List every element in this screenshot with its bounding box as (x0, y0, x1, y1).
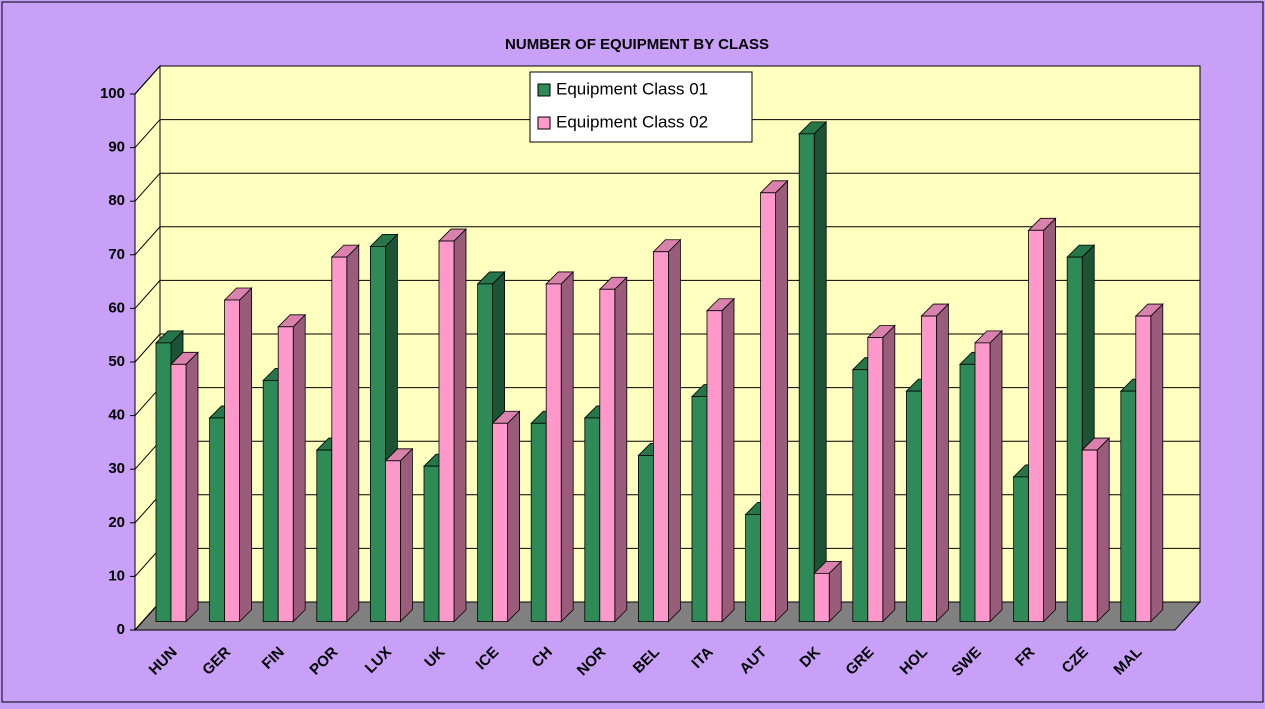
bar (224, 299, 241, 623)
legend-box (529, 71, 753, 143)
bar (277, 326, 294, 622)
bar-side (346, 244, 360, 623)
bar-side (560, 270, 574, 623)
legend: Equipment Class 01 Equipment Class 02 (529, 71, 753, 143)
bar-side (1150, 303, 1164, 623)
bar-side (507, 410, 520, 623)
legend-label: Equipment Class 02 (556, 112, 708, 131)
bar (760, 192, 776, 622)
bar (316, 449, 333, 622)
bar (209, 417, 226, 623)
y-tick-label: 50 (108, 353, 125, 370)
legend-swatch (537, 116, 551, 130)
bar-side (1096, 437, 1110, 623)
bar (545, 283, 562, 623)
bar (959, 363, 976, 623)
grid-line (134, 65, 1200, 95)
bar (906, 390, 922, 622)
y-tick-label: 20 (108, 514, 125, 531)
bar (852, 369, 869, 622)
y-tick-label: 10 (108, 567, 125, 584)
bar (921, 315, 937, 622)
bar-side (1043, 217, 1056, 623)
y-tick-label: 30 (108, 460, 125, 477)
bar (262, 379, 279, 622)
bar (1135, 315, 1152, 622)
bar-side (882, 324, 896, 623)
chart-title: NUMBER OF EQUIPMENT BY CLASS (505, 36, 769, 53)
bar (423, 465, 440, 623)
bar-side (721, 297, 735, 623)
grid-line (134, 119, 1200, 148)
legend-label: Equipment Class 01 (556, 79, 708, 98)
y-tick-label: 100 (100, 85, 125, 102)
bar (584, 417, 601, 623)
bar (384, 460, 401, 622)
bar (477, 283, 494, 623)
bar (530, 422, 547, 623)
y-tick-label: 0 (117, 621, 125, 638)
grid-line (134, 279, 1200, 309)
y-tick-label: 80 (108, 192, 125, 209)
bar (599, 288, 616, 623)
bar-side (936, 303, 949, 623)
bar-side (292, 313, 306, 623)
bar (691, 396, 708, 623)
bar (798, 133, 815, 623)
bar (1013, 476, 1029, 623)
bar (170, 363, 187, 623)
bar (974, 342, 991, 623)
bar-side (399, 447, 413, 623)
bar (706, 310, 723, 623)
legend-swatch (537, 83, 551, 97)
grid-line (134, 333, 1200, 363)
bar (1081, 449, 1098, 622)
grid-line (134, 226, 1200, 256)
bar (813, 572, 830, 622)
y-tick-label: 60 (108, 299, 125, 316)
bar (438, 240, 455, 622)
grid-line (134, 172, 1200, 202)
bar (867, 337, 884, 622)
bar (155, 342, 172, 623)
bar (1028, 229, 1044, 623)
bar (369, 245, 386, 623)
bar (1066, 256, 1083, 623)
bar (745, 514, 761, 623)
bar-side (614, 276, 628, 623)
bar (638, 455, 654, 623)
bar-side (813, 120, 827, 623)
bar (331, 256, 348, 623)
y-tick-label: 90 (108, 139, 125, 156)
bar (492, 422, 509, 623)
bar-side (775, 179, 788, 623)
bar-side (453, 228, 467, 623)
bar (653, 251, 669, 622)
y-tick-label: 70 (108, 246, 125, 263)
bar-side (185, 351, 199, 623)
bar (1120, 390, 1137, 622)
bar-side (668, 238, 681, 623)
y-tick-label: 40 (108, 407, 125, 424)
bar-side (239, 287, 253, 623)
bar-side (989, 329, 1003, 623)
